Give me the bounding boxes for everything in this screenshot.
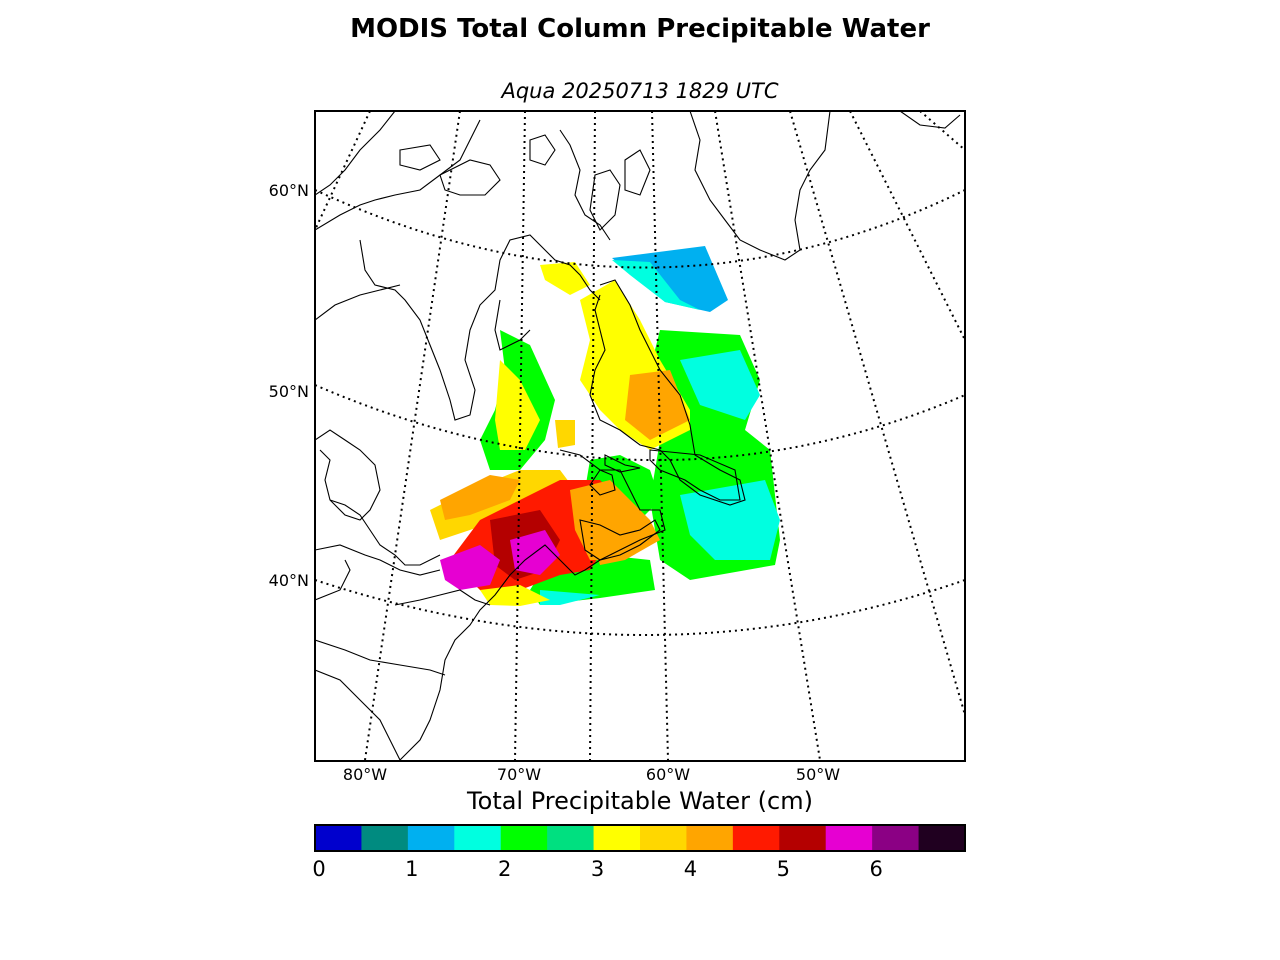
colorbar-tick-label: 5 bbox=[777, 857, 790, 881]
lon-label-50w: 50°W bbox=[796, 765, 840, 784]
colorbar-swatch bbox=[315, 825, 362, 851]
lat-label-60: 60°N bbox=[269, 181, 309, 200]
colorbar-tick-label: 3 bbox=[591, 857, 604, 881]
colorbar-swatch bbox=[825, 825, 873, 851]
graticule bbox=[315, 111, 965, 761]
colorbar-swatch bbox=[732, 825, 780, 851]
map-frame bbox=[314, 110, 966, 762]
colorbar-swatch bbox=[454, 825, 502, 851]
colorbar-tick-label: 0 bbox=[312, 857, 325, 881]
chart-subtitle: Aqua 20250713 1829 UTC bbox=[501, 79, 779, 103]
colorbar-swatch bbox=[361, 825, 409, 851]
colorbar-swatch bbox=[500, 825, 548, 851]
lon-label-60w: 60°W bbox=[646, 765, 690, 784]
colorbar-tick-label: 6 bbox=[869, 857, 882, 881]
colorbar-tick-label: 4 bbox=[684, 857, 697, 881]
colorbar-swatch bbox=[547, 825, 595, 851]
colorbar-tick-label: 2 bbox=[498, 857, 511, 881]
colorbar-swatch bbox=[593, 825, 641, 851]
lat-label-40: 40°N bbox=[269, 571, 309, 590]
pw-data-layer bbox=[430, 246, 780, 606]
colorbar-label: Total Precipitable Water (cm) bbox=[467, 787, 813, 815]
colorbar-swatch bbox=[407, 825, 455, 851]
colorbar-swatch bbox=[640, 825, 687, 851]
lat-label-50: 50°N bbox=[269, 382, 309, 401]
lon-label-80w: 80°W bbox=[343, 765, 387, 784]
colorbar-swatch bbox=[686, 825, 734, 851]
colorbar-swatch bbox=[779, 825, 827, 851]
colorbar-tick-label: 1 bbox=[405, 857, 418, 881]
lon-label-70w: 70°W bbox=[497, 765, 541, 784]
colorbar-swatch bbox=[872, 825, 920, 851]
chart-title: MODIS Total Column Precipitable Water bbox=[350, 14, 930, 44]
colorbar-frame bbox=[314, 824, 966, 852]
colorbar-swatch bbox=[918, 825, 966, 851]
